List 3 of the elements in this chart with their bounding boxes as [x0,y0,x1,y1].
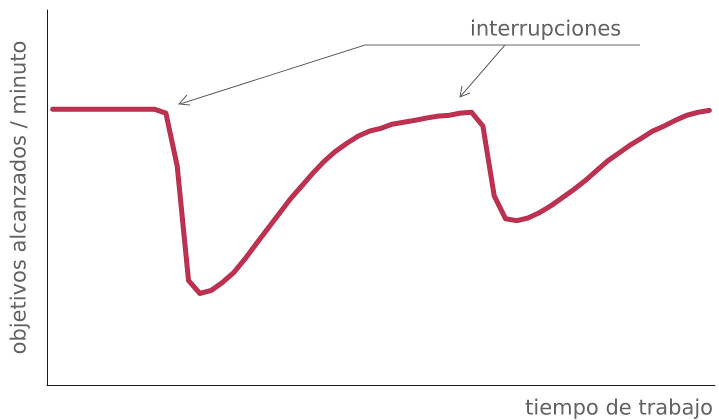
x-axis-title: tiempo de trabajo [525,396,713,420]
y-axis-title: objetivos alcanzados / minuto [6,40,30,354]
text: interrupciones [470,16,622,40]
